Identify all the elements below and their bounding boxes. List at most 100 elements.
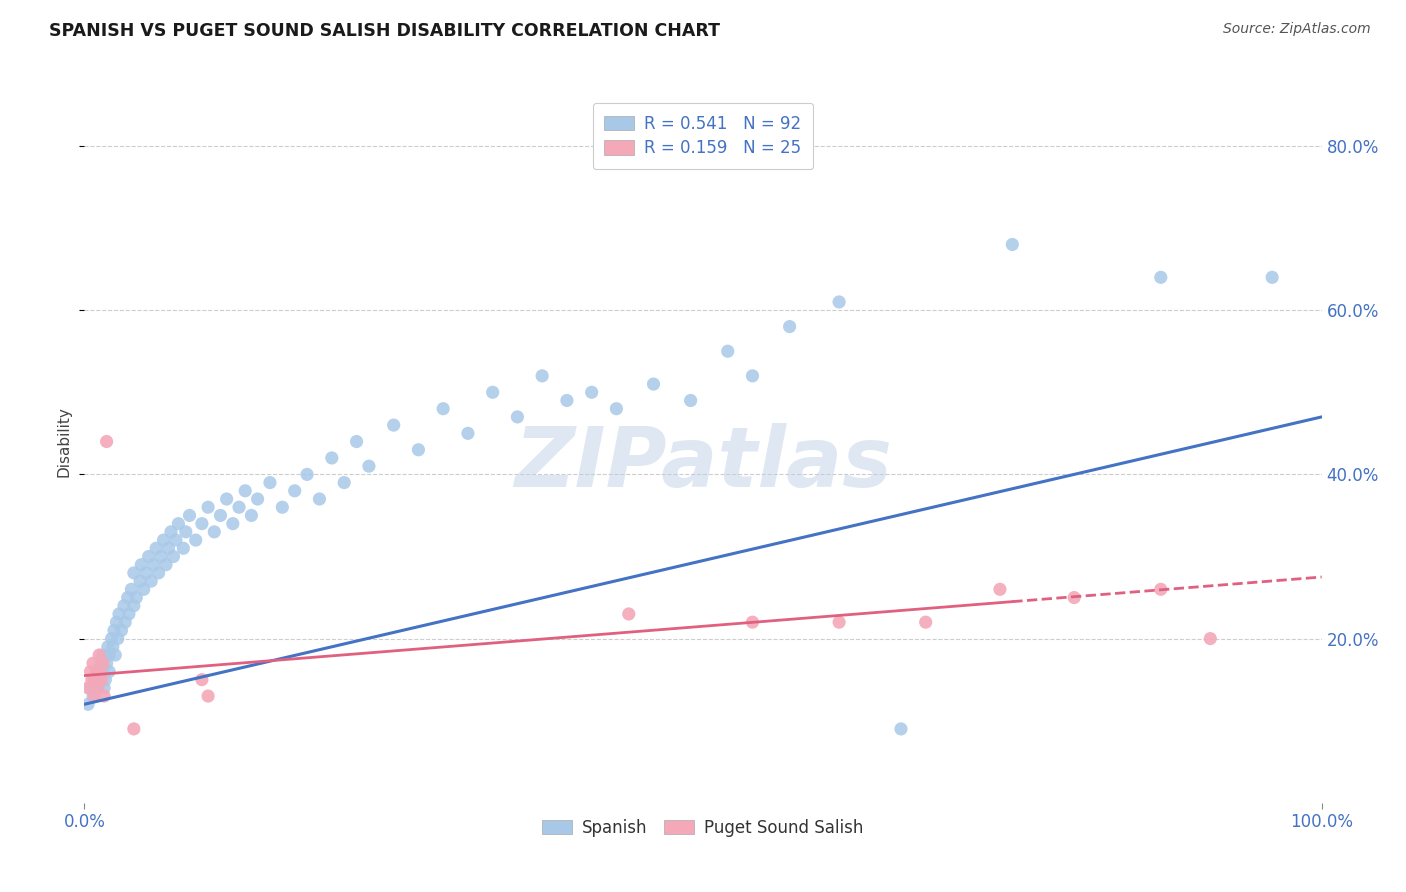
Point bbox=[122, 566, 145, 580]
Point bbox=[779, 319, 801, 334]
Point bbox=[87, 681, 110, 695]
Point bbox=[138, 549, 160, 564]
Point bbox=[357, 459, 380, 474]
Point bbox=[184, 533, 207, 547]
Point bbox=[160, 524, 183, 539]
Point bbox=[202, 524, 225, 539]
Point bbox=[108, 607, 131, 621]
Point bbox=[741, 368, 763, 383]
Point bbox=[91, 665, 114, 679]
Point bbox=[135, 566, 157, 580]
Point bbox=[284, 483, 307, 498]
Point bbox=[132, 582, 155, 597]
Point bbox=[333, 475, 356, 490]
Point bbox=[1150, 270, 1173, 285]
Point bbox=[125, 591, 148, 605]
Point bbox=[96, 434, 118, 449]
Point bbox=[581, 385, 603, 400]
Point bbox=[1261, 270, 1284, 285]
Point bbox=[172, 541, 194, 556]
Point bbox=[104, 648, 127, 662]
Point bbox=[174, 524, 197, 539]
Point bbox=[122, 599, 145, 613]
Point bbox=[114, 615, 136, 630]
Point bbox=[828, 615, 851, 630]
Point bbox=[83, 673, 105, 687]
Point bbox=[89, 648, 111, 662]
Point bbox=[162, 549, 184, 564]
Point bbox=[83, 689, 105, 703]
Point bbox=[506, 409, 529, 424]
Point bbox=[86, 665, 108, 679]
Point bbox=[122, 722, 145, 736]
Point bbox=[295, 467, 318, 482]
Point bbox=[86, 665, 108, 679]
Text: ZIPatlas: ZIPatlas bbox=[515, 423, 891, 504]
Point bbox=[259, 475, 281, 490]
Point bbox=[94, 673, 117, 687]
Point bbox=[86, 681, 108, 695]
Point bbox=[457, 426, 479, 441]
Point bbox=[215, 491, 238, 506]
Point bbox=[1001, 237, 1024, 252]
Point bbox=[271, 500, 294, 515]
Point bbox=[382, 418, 405, 433]
Point bbox=[112, 599, 135, 613]
Point bbox=[308, 491, 330, 506]
Point bbox=[141, 574, 163, 588]
Point bbox=[129, 574, 152, 588]
Point bbox=[679, 393, 702, 408]
Point bbox=[531, 368, 554, 383]
Legend: Spanish, Puget Sound Salish: Spanish, Puget Sound Salish bbox=[534, 810, 872, 845]
Point bbox=[89, 673, 111, 687]
Point bbox=[79, 665, 101, 679]
Point bbox=[152, 533, 174, 547]
Point bbox=[165, 533, 187, 547]
Y-axis label: Disability: Disability bbox=[56, 406, 72, 477]
Point bbox=[129, 558, 152, 572]
Point bbox=[91, 648, 114, 662]
Point bbox=[1063, 591, 1085, 605]
Point bbox=[890, 722, 912, 736]
Point bbox=[1150, 582, 1173, 597]
Point bbox=[1199, 632, 1222, 646]
Point bbox=[240, 508, 263, 523]
Point bbox=[97, 640, 120, 654]
Point bbox=[222, 516, 245, 531]
Point bbox=[988, 582, 1011, 597]
Point bbox=[82, 689, 104, 703]
Point bbox=[96, 657, 118, 671]
Point bbox=[148, 566, 170, 580]
Point bbox=[118, 607, 141, 621]
Point bbox=[89, 657, 111, 671]
Point bbox=[605, 401, 627, 416]
Point bbox=[191, 516, 214, 531]
Point bbox=[107, 632, 129, 646]
Point bbox=[77, 698, 100, 712]
Point bbox=[120, 582, 142, 597]
Point bbox=[98, 665, 121, 679]
Point bbox=[80, 673, 103, 687]
Point bbox=[321, 450, 343, 465]
Point bbox=[82, 657, 104, 671]
Point bbox=[179, 508, 201, 523]
Text: Source: ZipAtlas.com: Source: ZipAtlas.com bbox=[1223, 22, 1371, 37]
Point bbox=[84, 673, 107, 687]
Point bbox=[228, 500, 250, 515]
Point bbox=[79, 681, 101, 695]
Point bbox=[197, 500, 219, 515]
Point bbox=[90, 673, 112, 687]
Text: SPANISH VS PUGET SOUND SALISH DISABILITY CORRELATION CHART: SPANISH VS PUGET SOUND SALISH DISABILITY… bbox=[49, 22, 720, 40]
Point bbox=[91, 657, 114, 671]
Point bbox=[346, 434, 368, 449]
Point bbox=[101, 640, 124, 654]
Point bbox=[155, 558, 177, 572]
Point bbox=[93, 681, 115, 695]
Point bbox=[209, 508, 232, 523]
Point bbox=[142, 558, 165, 572]
Point bbox=[717, 344, 740, 359]
Point bbox=[105, 615, 128, 630]
Point bbox=[167, 516, 190, 531]
Point bbox=[233, 483, 256, 498]
Point bbox=[617, 607, 640, 621]
